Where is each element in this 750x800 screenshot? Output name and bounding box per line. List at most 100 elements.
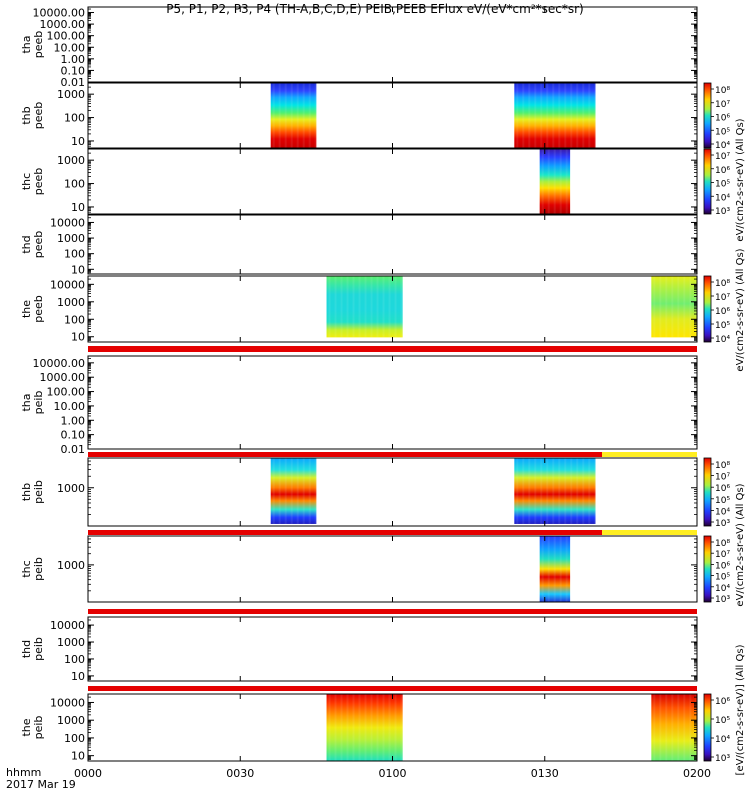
- data-block-thc-peib-0: [539, 536, 571, 602]
- plot-title: P5, P1, P2, P3, P4 (TH-A,B,C,D,E) PEIB,P…: [166, 2, 584, 16]
- svg-text:thd: thd: [20, 235, 33, 253]
- ytick-label: 1000: [57, 88, 85, 101]
- colorbar-tick-label: 10⁸: [715, 86, 730, 96]
- colorbar-tick-label: 10⁶: [715, 166, 730, 176]
- ytick-label: 10000: [50, 278, 85, 291]
- ytick-label: 10: [71, 670, 85, 683]
- date-label: 2017 Mar 19: [6, 778, 76, 791]
- ytick-label: 100: [64, 313, 85, 326]
- quality-strip-tail-2: [602, 530, 697, 535]
- xtick-label: 0000: [74, 767, 102, 780]
- colorbar-thc-peib: [703, 535, 712, 603]
- colorbar-tick-label: 10³: [715, 754, 730, 764]
- ytick-label: 100: [64, 112, 85, 125]
- ytick-label: 1000: [57, 482, 85, 495]
- colorbar-tick-label: 10⁶: [715, 561, 730, 571]
- quality-strip-1: [88, 452, 602, 457]
- panel-thc-peeb: 1000 100 10 thc peeb 10⁷ 10⁶ 10⁵ 10⁴ 10³: [20, 148, 730, 217]
- ytick-label: 1.00: [61, 53, 86, 66]
- colorbar-the-peib: [703, 693, 712, 762]
- ytick-label: 10: [71, 331, 85, 344]
- data-block-thb-peib-1: [514, 458, 596, 524]
- ytick-label: 10: [71, 750, 85, 763]
- data-block-thb-peib-0: [270, 458, 317, 524]
- ytick-label: 10: [71, 135, 85, 148]
- data-block-the-peib-1: [651, 694, 697, 761]
- ytick-label: 1.00: [61, 414, 86, 427]
- ytick-label: 0.10: [61, 429, 86, 442]
- svg-text:the: the: [20, 718, 33, 736]
- svg-text:thc: thc: [20, 560, 33, 577]
- svg-text:tha: tha: [20, 35, 33, 53]
- ytick-label: 1000: [57, 636, 85, 649]
- svg-text:peeb: peeb: [32, 102, 45, 130]
- colorbar-tick-label: 10⁸: [715, 461, 730, 471]
- svg-text:[eV/(cm2-s-sr-eV)] (All Qs): [eV/(cm2-s-sr-eV)] (All Qs): [735, 644, 746, 775]
- ytick-label: 100: [64, 248, 85, 261]
- ytick-label: 10000: [50, 619, 85, 632]
- ytick-label: 1000: [57, 154, 85, 167]
- svg-text:thb: thb: [20, 483, 33, 501]
- data-block-thb-peeb-1: [514, 83, 596, 148]
- svg-text:peib: peib: [32, 716, 45, 740]
- svg-text:peib: peib: [32, 557, 45, 581]
- ytick-label: 10000.00: [33, 357, 86, 370]
- colorbar-tick-label: 10⁴: [715, 584, 730, 594]
- svg-text:peeb: peeb: [32, 168, 45, 196]
- panel-thb-peeb: 1000 100 10 thb peeb 10⁸ 10⁷ 10⁶ 10⁵ 10⁴: [20, 82, 730, 151]
- svg-text:peeb: peeb: [32, 31, 45, 59]
- colorbar-unit-label-e-peib: [eV/(cm2-s-sr-eV)] (All Qs): [735, 644, 746, 775]
- svg-text:thd: thd: [20, 640, 33, 658]
- ytick-label: 100.00: [47, 30, 86, 43]
- ytick-label: 0.10: [61, 64, 86, 77]
- ytick-label: 100.00: [47, 386, 86, 399]
- ylabel-tha-peeb: tha peeb: [20, 31, 45, 59]
- colorbar-unit-label-ions: eV/(cm2-s-sr-eV) (All Qs): [735, 483, 746, 606]
- colorbar-unit-label-e-peeb: eV/(cm2-s-sr-eV) (All Qs): [735, 248, 746, 371]
- colorbar-tick-label: 10⁶: [715, 114, 730, 124]
- colorbar-thb-peib: [703, 457, 712, 527]
- colorbar-tick-label: 10⁴: [715, 335, 730, 345]
- quality-strip-tail-1: [602, 452, 697, 457]
- svg-text:eV/(cm2-s-sr-eV) (All Qs): eV/(cm2-s-sr-eV) (All Qs): [735, 248, 746, 371]
- ytick-label: 10000: [50, 216, 85, 229]
- data-block-the-peeb-1: [651, 276, 697, 338]
- xtick-label: 0130: [531, 767, 559, 780]
- panel-the-peeb: 10000 1000 100 10 the peeb 10⁸ 10⁷ 10⁶ 10⁵ 10⁴: [20, 275, 730, 345]
- colorbar-tick-label: 10⁶: [715, 484, 730, 494]
- ylabel-the-peib: the peib: [20, 716, 45, 740]
- ytick-label: 1000.00: [40, 371, 86, 384]
- ytick-label: 10000.00: [33, 7, 86, 20]
- svg-text:thc: thc: [20, 173, 33, 190]
- panel-frame: [87, 214, 698, 275]
- colorbar-thc-peeb: [703, 148, 712, 215]
- panel-frame: [87, 535, 698, 603]
- colorbar-tick-label: 10⁸: [715, 539, 730, 549]
- colorbar-the-peeb: [703, 275, 712, 343]
- colorbar-tick-label: 10⁵: [715, 496, 730, 506]
- colorbar-tick-label: 10³: [715, 595, 730, 605]
- colorbar-tick-label: 10⁸: [715, 279, 730, 289]
- ytick-label: 10000: [50, 696, 85, 709]
- ytick-label: 1000: [57, 714, 85, 727]
- colorbar-tick-label: 10⁴: [715, 141, 730, 151]
- ytick-label: 1000: [57, 559, 85, 572]
- ytick-label: 0.01: [61, 443, 86, 456]
- ytick-label: 1000: [57, 232, 85, 245]
- colorbar-tick-label: 10⁵: [715, 180, 730, 190]
- colorbar-tick-label: 10⁴: [715, 507, 730, 517]
- ylabel-thc-peeb: thc peeb: [20, 168, 45, 196]
- ylabel-the-peeb: the peeb: [20, 295, 45, 323]
- colorbar-tick-label: 10⁵: [715, 127, 730, 137]
- xtick-label: 0030: [226, 767, 254, 780]
- data-block-thb-peeb-0: [270, 83, 317, 148]
- ytick-label: 10: [71, 263, 85, 276]
- colorbar-tick-label: 10³: [715, 207, 730, 217]
- xtick-label: 0100: [379, 767, 407, 780]
- panel-frame: [87, 82, 698, 149]
- panel-frame: [87, 616, 698, 682]
- panel-thd-peib: 10000 1000 100 10 thd peib: [20, 616, 698, 683]
- ytick-label: 1000.00: [40, 18, 86, 31]
